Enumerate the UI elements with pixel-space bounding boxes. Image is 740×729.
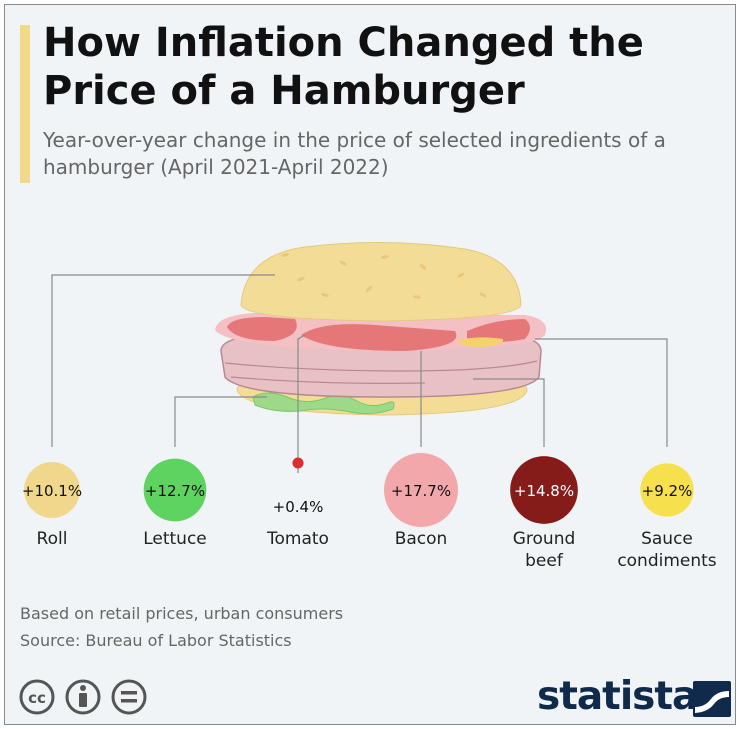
hamburger-chart: +10.1% Roll +12.7% Lettuce +0.4% Tomato +17.7%… (22, 241, 717, 571)
sauce (457, 337, 504, 347)
source-note: Source: Bureau of Labor Statistics (20, 631, 292, 650)
category-label: Ground (513, 529, 576, 549)
category-label: Tomato (266, 529, 329, 549)
bubble-ground-beef (510, 456, 578, 524)
infographic-card: How Inflation Changed the Price of a Ham… (4, 4, 736, 725)
bubble-sauce-condiments (640, 463, 694, 517)
category-label: Bacon (395, 529, 448, 549)
no-derivatives-icon (111, 679, 147, 715)
value-label: +14.8% (514, 482, 574, 500)
bubble-roll (24, 462, 80, 518)
connector-line (473, 378, 545, 447)
connector-line (51, 274, 275, 447)
footnote: Based on retail prices, urban consumers (20, 604, 344, 623)
category-label: condiments (617, 551, 716, 571)
value-label: +10.1% (22, 482, 82, 500)
title-accent-bar (20, 25, 30, 183)
category-label: Roll (37, 529, 68, 549)
connector-line (174, 396, 267, 447)
connector-line (535, 338, 668, 447)
statista-logo[interactable]: statista (537, 674, 733, 723)
category-label: Sauce (641, 529, 693, 549)
svg-text:cc: cc (28, 689, 46, 707)
connector-line (297, 334, 306, 473)
tomato-slice (227, 317, 297, 341)
bubble-lettuce (143, 458, 207, 522)
value-label: +12.7% (145, 482, 205, 500)
value-label: +0.4% (273, 498, 324, 516)
license-icons: cc (19, 679, 147, 715)
statista-logo-mark (693, 681, 731, 717)
attribution-icon (65, 679, 101, 715)
bubble-tomato (292, 457, 304, 469)
creative-commons-icon: cc (19, 679, 55, 715)
connector-lines (51, 274, 668, 473)
category-label: beef (525, 551, 564, 571)
value-label: +9.2% (642, 482, 693, 500)
page-title: How Inflation Changed the Price of a Ham… (43, 20, 644, 114)
sesame-seeds (281, 253, 487, 299)
top-bun (240, 241, 522, 322)
category-label: Lettuce (143, 529, 207, 549)
value-label: +17.7% (391, 482, 451, 500)
hamburger-illustration (215, 241, 547, 416)
value-bubbles: +10.1% Roll +12.7% Lettuce +0.4% Tomato +17.7%… (22, 453, 717, 571)
page-subtitle: Year-over-year change in the price of se… (43, 128, 666, 179)
bubble-bacon (384, 453, 458, 527)
